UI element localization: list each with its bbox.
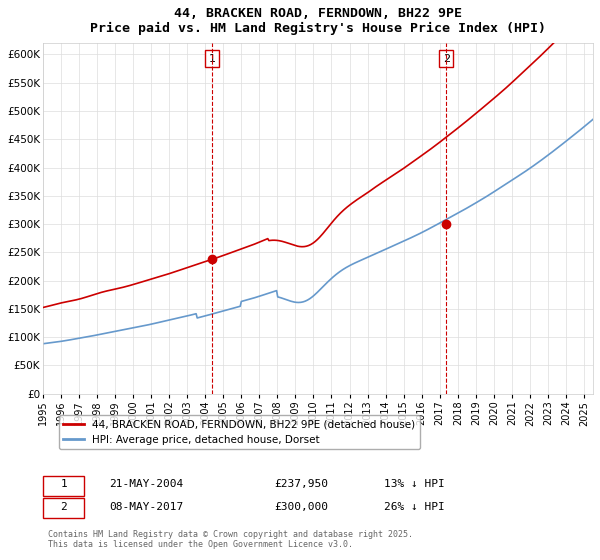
Text: 08-MAY-2017: 08-MAY-2017 (109, 502, 183, 512)
Text: 1: 1 (61, 479, 67, 489)
Legend: 44, BRACKEN ROAD, FERNDOWN, BH22 9PE (detached house), HPI: Average price, detac: 44, BRACKEN ROAD, FERNDOWN, BH22 9PE (de… (59, 415, 419, 449)
FancyBboxPatch shape (43, 476, 84, 496)
FancyBboxPatch shape (43, 498, 84, 518)
Text: 13% ↓ HPI: 13% ↓ HPI (384, 479, 445, 489)
Text: 2: 2 (443, 54, 450, 64)
Text: 26% ↓ HPI: 26% ↓ HPI (384, 502, 445, 512)
Text: £237,950: £237,950 (274, 479, 328, 489)
Title: 44, BRACKEN ROAD, FERNDOWN, BH22 9PE
Price paid vs. HM Land Registry's House Pri: 44, BRACKEN ROAD, FERNDOWN, BH22 9PE Pri… (90, 7, 546, 35)
Text: 1: 1 (209, 54, 216, 64)
Text: 2: 2 (61, 502, 67, 512)
Text: 21-MAY-2004: 21-MAY-2004 (109, 479, 183, 489)
Text: Contains HM Land Registry data © Crown copyright and database right 2025.
This d: Contains HM Land Registry data © Crown c… (49, 530, 413, 549)
Text: £300,000: £300,000 (274, 502, 328, 512)
